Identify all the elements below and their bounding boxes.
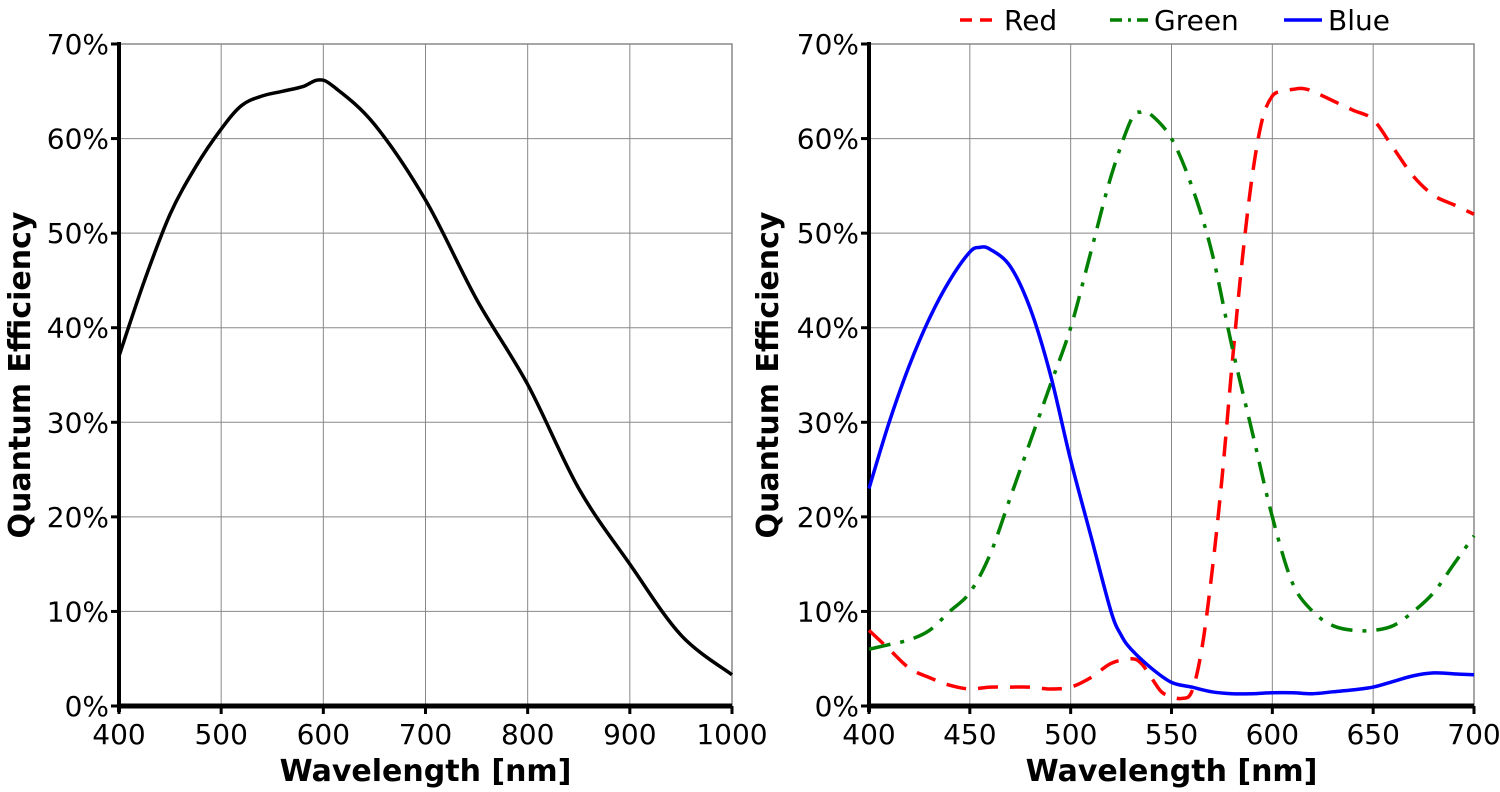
y-tick-label: 60%	[47, 123, 109, 156]
legend-label-red: Red	[1004, 4, 1057, 37]
x-axis-title: Wavelength [nm]	[280, 754, 572, 789]
series-line-blue	[867, 245, 1475, 696]
y-tick-label: 70%	[797, 28, 859, 61]
y-tick-label: 40%	[47, 312, 109, 345]
x-axis-title: Wavelength [nm]	[1026, 754, 1318, 789]
y-tick-label: 30%	[797, 406, 859, 439]
x-tick-label: 450	[943, 718, 996, 751]
y-tick-label: 0%	[65, 690, 109, 723]
x-tick-label: 500	[1044, 718, 1097, 751]
x-tick-label: 600	[1246, 718, 1299, 751]
y-tick-label: 20%	[797, 501, 859, 534]
x-tick-label: 400	[92, 718, 145, 751]
y-tick-label: 20%	[47, 501, 109, 534]
x-tick-label: 400	[842, 718, 895, 751]
x-tick-label: 650	[1346, 718, 1399, 751]
y-tick-label: 10%	[47, 595, 109, 628]
chart-panel-left: 0% 10% 20% 30% 40% 50% 60% 70% 400 500 600 700 800 90…	[3, 28, 768, 789]
y-tick-label: 50%	[47, 217, 109, 250]
y-axis-title: Quantum Efficiency	[751, 211, 786, 538]
x-tick-label: 900	[603, 718, 656, 751]
series-line-qe	[117, 78, 734, 677]
y-tick-label: 10%	[797, 595, 859, 628]
x-tick-label: 550	[1145, 718, 1198, 751]
y-tick-label: 60%	[797, 123, 859, 156]
series-line-red	[867, 86, 1475, 701]
x-tick-label: 600	[297, 718, 350, 751]
y-tick-label: 30%	[47, 406, 109, 439]
x-tick-label: 700	[399, 718, 452, 751]
x-tick-label: 1000	[696, 718, 767, 751]
x-tick-label: 700	[1447, 718, 1500, 751]
y-tick-label: 0%	[815, 690, 859, 723]
legend-label-blue: Blue	[1328, 4, 1390, 37]
y-tick-label: 70%	[47, 28, 109, 61]
legend-label-green: Green	[1154, 4, 1239, 37]
chart-panel-right: 0% 10% 20% 30% 40% 50% 60% 70% 400 450 500 550 600 65…	[751, 4, 1500, 789]
y-axis-title: Quantum Efficiency	[3, 211, 38, 538]
x-tick-label: 800	[501, 718, 554, 751]
y-tick-label: 40%	[797, 312, 859, 345]
y-tick-label: 50%	[797, 217, 859, 250]
x-tick-label: 500	[194, 718, 247, 751]
